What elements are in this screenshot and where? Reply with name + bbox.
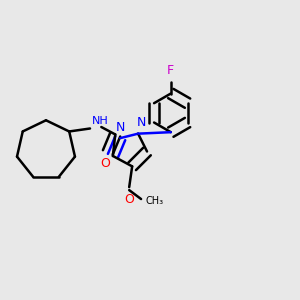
Text: N: N bbox=[116, 121, 125, 134]
Text: O: O bbox=[124, 193, 134, 206]
Text: CH₃: CH₃ bbox=[146, 196, 164, 206]
Text: NH: NH bbox=[92, 116, 108, 125]
Text: O: O bbox=[100, 157, 110, 170]
Text: F: F bbox=[167, 64, 174, 77]
Text: N: N bbox=[136, 116, 146, 129]
